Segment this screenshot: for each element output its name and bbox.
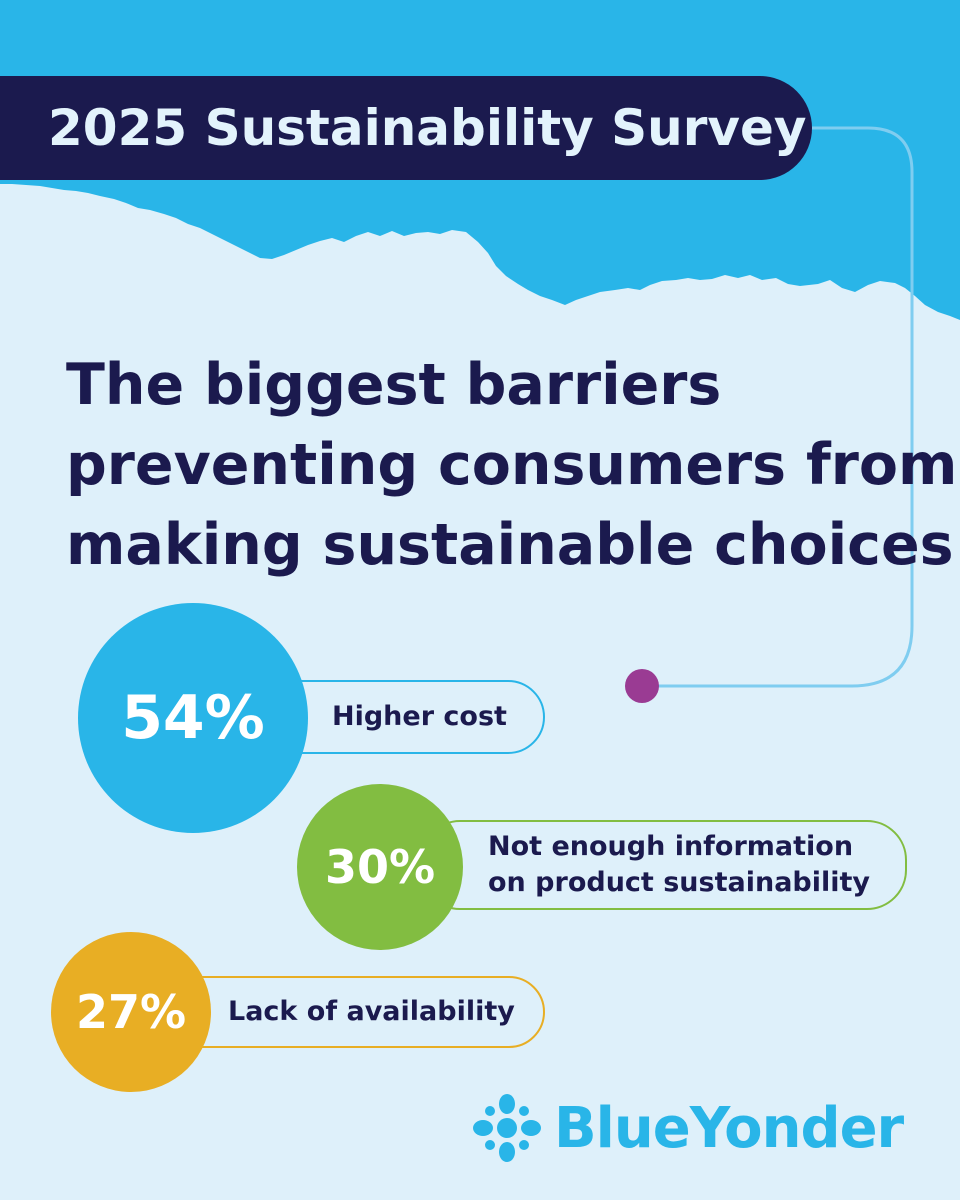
stat-label-line: on product sustainability — [488, 867, 871, 898]
stat-percent: 27% — [75, 985, 187, 1039]
survey-banner: 2025 Sustainability Survey — [0, 76, 812, 180]
brand-name: BlueYonder — [554, 1095, 904, 1161]
logo-mark-icon — [473, 1094, 541, 1162]
connector-line — [642, 126, 914, 688]
stat-circle-availability: 27% — [51, 932, 211, 1092]
stat-label: Higher cost — [332, 701, 507, 732]
stat-circle-higher-cost: 54% — [78, 603, 308, 833]
headline-line: preventing consumers from — [66, 432, 958, 498]
stat-label-pill-information: Not enough information on product sustai… — [420, 820, 907, 910]
headline-line: The biggest barriers — [66, 352, 722, 418]
stat-label-line: Not enough information — [488, 831, 854, 862]
stat-percent: 54% — [121, 683, 265, 753]
stat-label-pill-availability: Lack of availability — [160, 976, 545, 1048]
headline: The biggest barriers preventing consumer… — [66, 345, 958, 585]
headline-line: making sustainable choices — [66, 512, 954, 578]
banner-title: 2025 Sustainability Survey — [48, 99, 807, 157]
stat-percent: 30% — [324, 840, 436, 894]
stat-label: Lack of availability — [228, 996, 515, 1027]
blueyonder-logo: BlueYonder — [470, 1092, 904, 1164]
stat-circle-information: 30% — [297, 784, 463, 950]
connector-dot — [625, 669, 659, 703]
